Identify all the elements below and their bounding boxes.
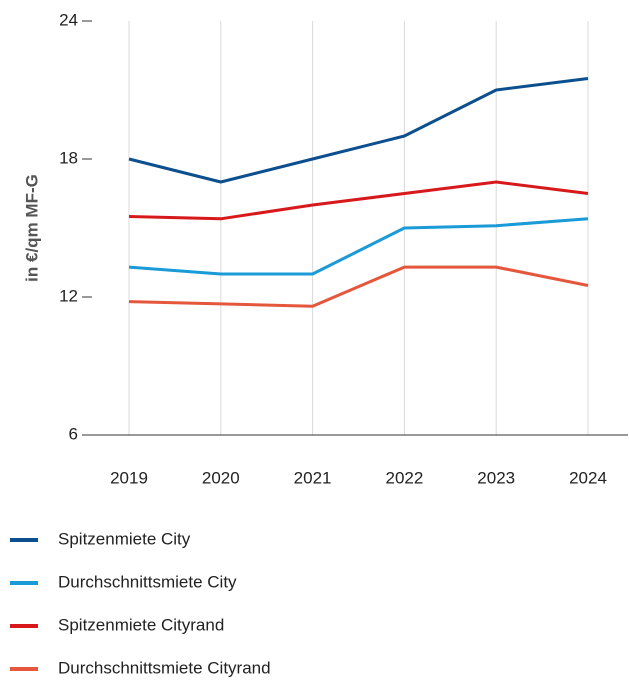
line-series xyxy=(128,265,589,308)
legend-label: Spitzenmiete Cityrand xyxy=(58,615,224,634)
x-tick-label: 2020 xyxy=(202,468,240,487)
legend-label: Durchschnittsmiete City xyxy=(58,572,237,591)
line-series xyxy=(128,180,589,221)
y-tick-label: 12 xyxy=(59,286,78,305)
legend-label: Spitzenmiete City xyxy=(58,529,191,548)
y-tick-label: 6 xyxy=(69,424,78,443)
x-tick-label: 2024 xyxy=(569,468,607,487)
x-tick-label: 2021 xyxy=(294,468,332,487)
line-series xyxy=(128,217,589,276)
x-tick-label: 2023 xyxy=(477,468,515,487)
legend-label: Durchschnittsmiete Cityrand xyxy=(58,658,271,677)
x-tick-label: 2019 xyxy=(110,468,148,487)
y-axis-label: in €/qm MF-G xyxy=(22,174,41,282)
x-tick-label: 2022 xyxy=(385,468,423,487)
y-tick-label: 18 xyxy=(59,148,78,167)
y-tick-label: 24 xyxy=(59,10,78,29)
line-series xyxy=(128,77,589,184)
